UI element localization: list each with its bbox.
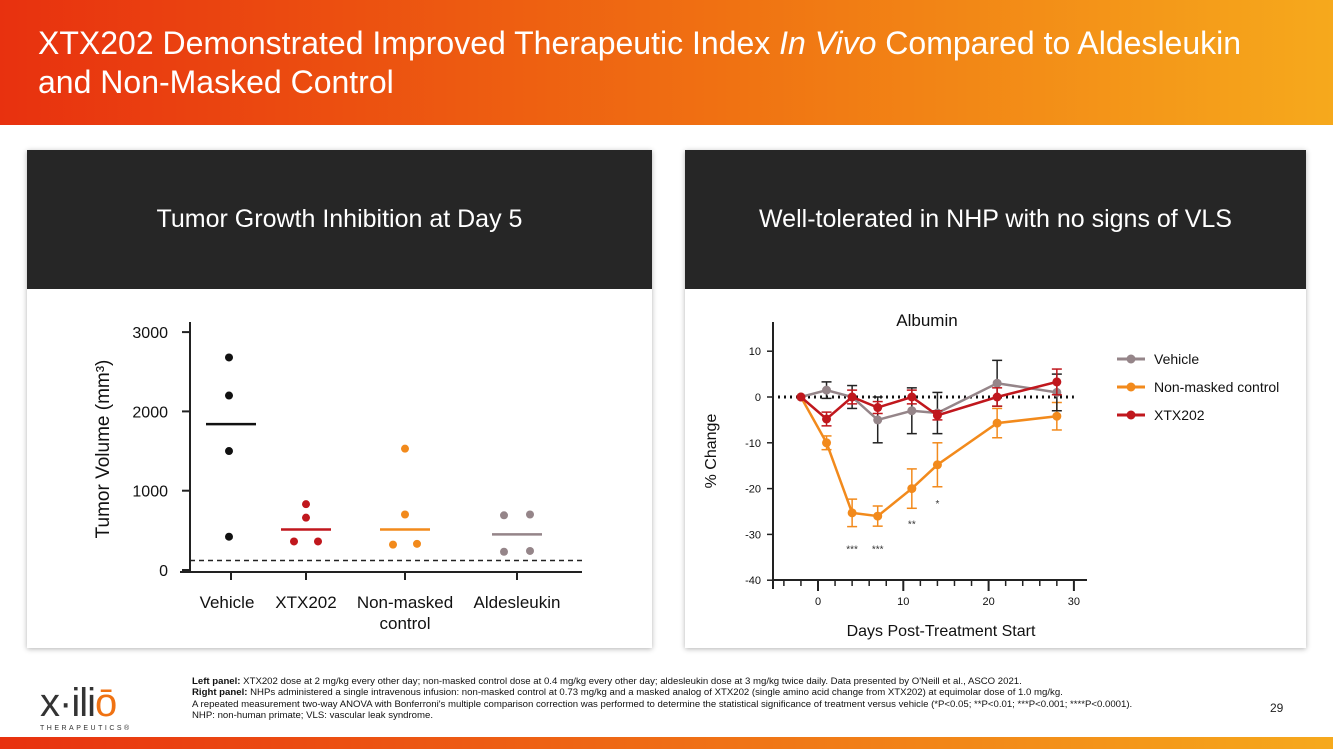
y-axis-label: Tumor Volume (mm³): [93, 360, 114, 539]
footnote-2: A repeated measurement two-way ANOVA wit…: [192, 698, 1133, 710]
left-panel-heading: Tumor Growth Inhibition at Day 5: [27, 150, 652, 289]
y-tick-label: 1000: [132, 484, 168, 501]
left-panel: Tumor Growth Inhibition at Day 5 0 1000 20…: [27, 150, 652, 648]
data-point-aldesleukin: [526, 546, 534, 555]
y-tick-label: -40: [745, 575, 761, 587]
data-point-non-masked-control: [1052, 411, 1062, 421]
legend-label: Vehicle: [1154, 351, 1199, 367]
data-point-non-masked-control: [873, 511, 883, 521]
data-point-non-masked-control: [389, 540, 397, 549]
significance-marker: ***: [846, 545, 858, 556]
footnotes: Left panel: XTX202 dose at 2 mg/kg every…: [192, 676, 1242, 722]
x-tick-label: 0: [815, 596, 821, 608]
data-point-xtx202: [1052, 377, 1062, 387]
y-tick-label: 10: [749, 346, 761, 358]
data-point-vehicle: [225, 532, 233, 541]
albumin-chart: Albumin 10 0 -10 -20 -30 -40 0 10 20 30 Days Post-T…: [703, 311, 1279, 640]
data-point-non-masked-control: [932, 460, 942, 470]
data-point-xtx202: [822, 414, 832, 424]
footnote-label: Right panel:: [192, 687, 248, 699]
x-tick-label: 20: [982, 596, 994, 608]
data-point-vehicle: [992, 378, 1002, 388]
y-tick-label: -10: [745, 438, 761, 450]
y-tick-label: 3000: [132, 325, 168, 342]
footnote-label: Left panel:: [192, 676, 241, 687]
legend-marker: [1126, 354, 1136, 364]
footnote-0: Left panel: XTX202 dose at 2 mg/kg every…: [192, 676, 1022, 687]
series-line-vehicle: [800, 381, 1058, 422]
xilio-logo: x·iliō THERAPEUTICS®: [40, 681, 132, 732]
x-axis-label: Days Post-Treatment Start: [847, 623, 1036, 640]
data-point-aldesleukin: [500, 511, 508, 520]
data-point-xtx202: [302, 513, 310, 522]
legend-marker: [1126, 382, 1136, 392]
data-point-vehicle: [225, 391, 233, 400]
tumor-volume-chart: 0 1000 2000 3000 Tumor Volume (mm³) Vehicle XT…: [93, 322, 582, 633]
right-panel: Well-tolerated in NHP with no signs of V…: [685, 150, 1306, 648]
data-point-xtx202: [932, 410, 942, 420]
y-tick-label: -30: [745, 529, 761, 541]
title-text: XTX202 Demonstrated Improved Therapeutic…: [38, 25, 780, 61]
x-tick-label: 10: [897, 596, 909, 608]
y-tick-label: -20: [745, 484, 761, 496]
y-tick-label: 0: [159, 563, 168, 580]
data-point-xtx202: [907, 392, 917, 402]
data-point-vehicle: [873, 415, 883, 425]
right-panel-heading: Well-tolerated in NHP with no signs of V…: [685, 150, 1306, 289]
page-number: 29: [1270, 701, 1284, 715]
data-point-xtx202: [873, 403, 883, 413]
header-banner: XTX202 Demonstrated Improved Therapeutic…: [0, 0, 1333, 125]
y-axis-label: % Change: [703, 414, 720, 489]
data-point-vehicle: [907, 406, 917, 416]
series-line-xtx202: [800, 380, 1058, 421]
legend-label: XTX202: [1154, 407, 1205, 423]
chart-title: Albumin: [896, 311, 957, 330]
data-point-xtx202: [290, 537, 298, 546]
footnote-1: Right panel: NHPs administered a single …: [192, 687, 1063, 699]
data-point-aldesleukin: [526, 510, 534, 519]
significance-marker: **: [908, 520, 916, 531]
data-point-vehicle: [822, 385, 832, 395]
data-point-non-masked-control: [847, 508, 857, 518]
title-italic: In Vivo: [779, 25, 877, 61]
series-line-non-masked-control: [799, 396, 1057, 518]
slide-title: XTX202 Demonstrated Improved Therapeutic…: [38, 24, 1288, 102]
legend-label: Non-masked control: [1154, 379, 1279, 395]
x-tick-label: XTX202: [275, 593, 336, 612]
data-point-non-masked-control: [992, 418, 1002, 428]
data-point-non-masked-control: [822, 438, 832, 448]
x-tick-label: Vehicle: [200, 593, 255, 612]
data-point-non-masked-control: [401, 510, 409, 519]
data-point-xtx202: [796, 392, 806, 402]
x-tick-label: Aldesleukin: [474, 593, 561, 612]
significance-marker: *: [935, 499, 939, 510]
data-point-non-masked-control: [413, 539, 421, 548]
footnote-3: NHP: non-human primate; VLS: vascular le…: [192, 710, 434, 722]
footer-bar: [0, 737, 1333, 749]
data-point-non-masked-control: [401, 444, 409, 453]
significance-marker: ***: [872, 545, 884, 556]
y-tick-label: 0: [755, 392, 761, 404]
data-point-vehicle: [225, 447, 233, 456]
y-tick-label: 2000: [132, 404, 168, 421]
data-point-xtx202: [314, 537, 322, 546]
x-tick-label: control: [379, 614, 430, 633]
title-text-rest: Compared to Aldesleukin and Non-Masked C…: [38, 25, 1242, 100]
data-point-vehicle: [225, 353, 233, 362]
data-point-xtx202: [992, 392, 1002, 402]
data-point-xtx202: [847, 392, 857, 402]
legend-marker: [1126, 410, 1136, 420]
data-point-non-masked-control: [907, 484, 917, 494]
data-point-xtx202: [302, 500, 310, 509]
x-tick-label: Non-masked: [357, 593, 453, 612]
x-tick-label: 30: [1068, 596, 1080, 608]
data-point-aldesleukin: [500, 547, 508, 556]
